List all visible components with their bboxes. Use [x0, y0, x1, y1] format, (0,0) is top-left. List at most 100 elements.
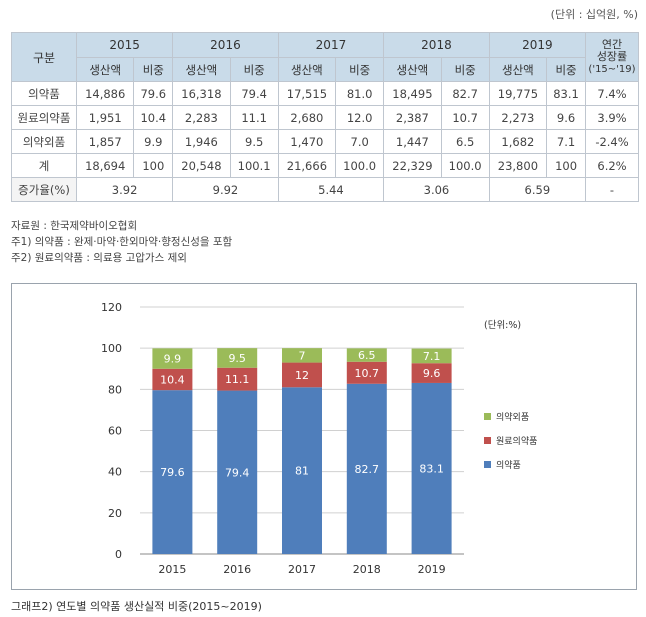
table-cell: 1,470	[277, 129, 337, 154]
y-tick-label: 0	[115, 548, 122, 561]
table-cell: 100.0	[335, 153, 385, 178]
data-label: 82.7	[355, 463, 380, 476]
chart-container: 0 20 40 60 80 100 120 79.6 10.4 9.9 2015 79.4 11.1 9.…	[11, 283, 637, 590]
table-row: 원료의약품 1,951 10.4 2,283 11.1 2,680 12.0 2…	[11, 105, 639, 130]
table-cell: 16,318	[172, 81, 231, 106]
source-notes: 자료원 : 한국제약바이오협회 주1) 의약품 : 완제·마약·한외마약·향정신…	[11, 218, 232, 266]
table-cell: 19,775	[488, 81, 548, 106]
x-tick-label: 2016	[223, 563, 251, 576]
year-header: 2018	[383, 32, 490, 58]
unit-note: (단위 : 십억원, %)	[550, 8, 638, 21]
data-label: 81	[295, 465, 309, 478]
table-cell: 3.9%	[585, 105, 639, 130]
data-label: 9.9	[164, 353, 182, 366]
header-category: 구분	[11, 32, 77, 82]
table-cell: 1,447	[383, 129, 442, 154]
bar-segment	[152, 390, 193, 554]
sub-header-share: 비중	[546, 57, 586, 82]
bar-segment	[152, 368, 193, 391]
table-cell: 83.1	[546, 81, 586, 106]
data-label: 6.5	[358, 349, 376, 362]
legend-swatch	[484, 413, 491, 420]
table-cell: 10.7	[440, 105, 490, 130]
table-cell: 17,515	[277, 81, 337, 106]
table-cell: 10.4	[133, 105, 174, 130]
sub-header-production: 생산액	[75, 57, 135, 82]
bar-segment	[217, 390, 258, 554]
row-label: 의약품	[11, 81, 77, 106]
annual-growth-header: 연간 성장률 ('15~'19)	[585, 32, 639, 82]
data-label: 10.4	[160, 373, 185, 386]
data-label: 12	[295, 369, 309, 382]
table-cell: 79.6	[133, 81, 174, 106]
table-cell: 2,283	[172, 105, 231, 130]
table-row: 의약품 14,886 79.6 16,318 79.4 17,515 81.0 …	[11, 81, 639, 106]
sub-header-share: 비중	[440, 57, 490, 82]
table-cell: 2,680	[277, 105, 337, 130]
data-label: 7	[299, 349, 306, 362]
bar-segment	[411, 363, 452, 383]
sub-header-production: 생산액	[172, 57, 231, 82]
row-label: 원료의약품	[11, 105, 77, 130]
table-row: 의약외품 1,857 9.9 1,946 9.5 1,470 7.0 1,447…	[11, 129, 639, 154]
table-row: 계 18,694 100 20,548 100.1 21,666 100.0 2…	[11, 153, 639, 178]
table-cell: 1,951	[75, 105, 135, 130]
y-tick-label: 60	[108, 425, 122, 438]
data-label: 10.7	[355, 367, 380, 380]
table-cell: 23,800	[488, 153, 548, 178]
y-tick-label: 120	[101, 301, 122, 314]
table-row-growth: 증가율(%) 3.92 9.92 5.44 3.06 6.59 -	[11, 177, 639, 202]
x-tick-label: 2018	[353, 563, 381, 576]
table-cell: 1,946	[172, 129, 231, 154]
row-label: 증가율(%)	[11, 177, 77, 202]
y-tick-label: 40	[108, 466, 122, 479]
table-cell: 100.0	[440, 153, 490, 178]
annual-growth-header-line1: 연간	[601, 37, 623, 51]
table-cell: 11.1	[229, 105, 279, 130]
note-line: 주1) 의약품 : 완제·마약·한외마약·향정신성을 포함	[11, 236, 233, 248]
table-cell: 100.1	[229, 153, 279, 178]
year-header: 2017	[277, 32, 385, 58]
y-tick-label: 80	[108, 383, 122, 396]
table-cell: 6.2%	[585, 153, 639, 178]
bar-segment	[346, 348, 387, 362]
table-cell: 6.59	[488, 177, 587, 202]
table-cell: 18,694	[75, 153, 135, 178]
legend-label: 원료의약품	[496, 435, 537, 447]
year-header: 2019	[488, 32, 587, 58]
table-cell: 100	[546, 153, 586, 178]
x-tick-label: 2019	[418, 563, 446, 576]
note-line: 자료원 : 한국제약바이오협회	[11, 220, 138, 232]
table-cell: 2,387	[383, 105, 442, 130]
bar-segment	[346, 361, 387, 384]
y-tick-label: 20	[108, 507, 122, 520]
table-cell: 81.0	[335, 81, 385, 106]
table-cell: 18,495	[383, 81, 442, 106]
table-cell: 1,857	[75, 129, 135, 154]
table-cell: 14,886	[75, 81, 135, 106]
x-tick-label: 2017	[288, 563, 316, 576]
table-cell: -2.4%	[585, 129, 639, 154]
bar-segment	[282, 387, 322, 554]
bar-segment	[411, 382, 452, 554]
year-header: 2016	[172, 32, 279, 58]
table-cell: 20,548	[172, 153, 231, 178]
table-cell: 3.06	[383, 177, 490, 202]
figure-caption: 그래프2) 연도별 의약품 생산실적 비중(2015~2019)	[11, 600, 262, 613]
unit-label: (단위:%)	[484, 319, 521, 331]
bar-segment	[152, 348, 193, 369]
note-line: 주2) 원료의약품 : 의료용 고압가스 제외	[11, 252, 187, 264]
table-cell: 9.6	[546, 105, 586, 130]
data-label: 9.5	[228, 352, 246, 365]
table-cell: 9.5	[229, 129, 279, 154]
table-cell: 7.0	[335, 129, 385, 154]
table-cell: 7.1	[546, 129, 586, 154]
data-label: 83.1	[419, 462, 444, 475]
table-cell: 9.9	[133, 129, 174, 154]
legend-label: 의약외품	[496, 411, 529, 423]
data-label: 79.4	[225, 466, 250, 479]
table-cell: 100	[133, 153, 174, 178]
sub-header-production: 생산액	[277, 57, 337, 82]
table-cell: 2,273	[488, 105, 548, 130]
table-cell: 12.0	[335, 105, 385, 130]
